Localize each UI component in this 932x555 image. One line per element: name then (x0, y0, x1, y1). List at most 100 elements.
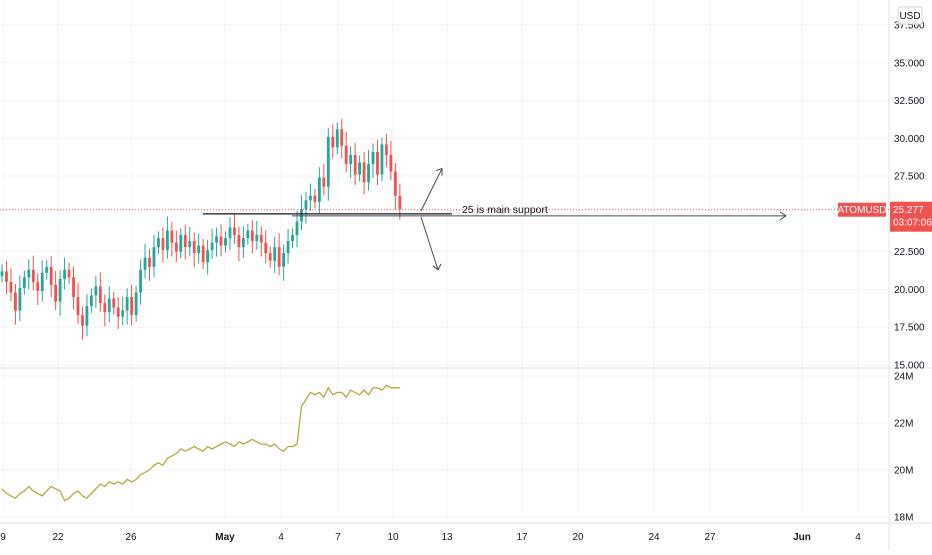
candle[interactable] (148, 249, 151, 281)
candle[interactable] (362, 152, 366, 195)
currency-button-frame[interactable] (897, 6, 923, 25)
drawings[interactable]: 25 is main support (203, 167, 787, 271)
candle-body[interactable] (286, 241, 290, 254)
candle-body[interactable] (201, 245, 205, 263)
candle[interactable] (63, 257, 66, 290)
candle[interactable] (224, 231, 227, 253)
candle[interactable] (27, 259, 31, 290)
candle-body[interactable] (18, 287, 22, 311)
candle[interactable] (9, 267, 13, 302)
candle-body[interactable] (76, 297, 80, 316)
candle[interactable] (385, 133, 388, 168)
candle-body[interactable] (326, 136, 330, 187)
candle[interactable] (170, 221, 174, 257)
candle[interactable] (112, 291, 116, 315)
candle[interactable] (14, 283, 17, 325)
candle-body[interactable] (179, 235, 183, 252)
candle[interactable] (49, 256, 53, 298)
candle-body[interactable] (170, 230, 174, 243)
candle[interactable] (277, 233, 281, 276)
candle[interactable] (344, 131, 348, 173)
candle-body[interactable] (304, 200, 308, 210)
candle-body[interactable] (14, 292, 17, 311)
candle[interactable] (76, 282, 80, 324)
candle-body[interactable] (63, 269, 66, 279)
candle-body[interactable] (282, 253, 286, 267)
candle[interactable] (367, 149, 370, 191)
candle[interactable] (300, 195, 303, 231)
candle-body[interactable] (94, 286, 98, 296)
candle[interactable] (72, 266, 75, 310)
candle[interactable] (282, 244, 286, 281)
candle-body[interactable] (134, 292, 138, 316)
candle[interactable] (233, 213, 236, 244)
candle[interactable] (255, 220, 259, 250)
candle[interactable] (340, 118, 344, 159)
candle-body[interactable] (107, 298, 111, 313)
candle-body[interactable] (371, 151, 375, 165)
candle[interactable] (121, 296, 125, 326)
candle[interactable] (116, 297, 120, 329)
candle-body[interactable] (81, 315, 84, 326)
candle-body[interactable] (183, 235, 187, 248)
candle[interactable] (358, 155, 361, 182)
candle[interactable] (45, 259, 49, 280)
candle[interactable] (268, 246, 272, 268)
candle[interactable] (107, 286, 111, 323)
candle-body[interactable] (344, 145, 348, 165)
candle-body[interactable] (0, 271, 4, 276)
candle[interactable] (134, 285, 138, 322)
candle[interactable] (393, 162, 397, 210)
candle[interactable] (317, 167, 321, 215)
candle[interactable] (103, 294, 107, 327)
candle[interactable] (349, 146, 353, 179)
candle-body[interactable] (143, 257, 147, 270)
candle[interactable] (18, 275, 22, 322)
candle[interactable] (192, 232, 196, 268)
candle-body[interactable] (376, 151, 379, 175)
candle-body[interactable] (268, 253, 272, 261)
candle-body[interactable] (125, 297, 129, 311)
candle[interactable] (54, 270, 58, 311)
candle[interactable] (304, 191, 308, 224)
candle[interactable] (286, 228, 290, 264)
candle[interactable] (125, 288, 129, 325)
candle-body[interactable] (9, 281, 13, 293)
candle[interactable] (291, 228, 294, 248)
candle[interactable] (309, 183, 312, 211)
candle[interactable] (40, 260, 44, 302)
candle-body[interactable] (393, 171, 397, 196)
candle-body[interactable] (277, 247, 281, 267)
bearish-arrow[interactable] (420, 216, 439, 270)
candle[interactable] (376, 139, 379, 186)
candle[interactable] (389, 140, 393, 181)
candle[interactable] (179, 228, 183, 259)
candle[interactable] (259, 226, 263, 257)
candle-body[interactable] (31, 269, 35, 282)
candle-body[interactable] (313, 195, 317, 202)
candle-body[interactable] (295, 221, 299, 236)
candle[interactable] (139, 259, 142, 305)
candle[interactable] (81, 306, 84, 340)
candle[interactable] (174, 230, 178, 263)
candle[interactable] (130, 284, 134, 326)
candle[interactable] (326, 128, 330, 201)
candle[interactable] (161, 227, 165, 263)
candle[interactable] (264, 230, 268, 264)
candle-body[interactable] (241, 238, 245, 248)
candle-body[interactable] (197, 245, 201, 254)
candle-body[interactable] (45, 266, 49, 273)
candle[interactable] (250, 220, 254, 254)
candle-body[interactable] (54, 284, 58, 302)
candle-body[interactable] (152, 247, 156, 267)
candle-body[interactable] (67, 269, 71, 278)
candle-body[interactable] (255, 235, 259, 242)
candle-body[interactable] (224, 238, 227, 246)
candle-body[interactable] (49, 266, 53, 285)
candle[interactable] (331, 124, 335, 158)
candle[interactable] (313, 188, 317, 209)
candle-body[interactable] (358, 162, 361, 175)
candle-body[interactable] (264, 242, 268, 254)
candle[interactable] (183, 224, 187, 260)
candle[interactable] (380, 137, 384, 182)
